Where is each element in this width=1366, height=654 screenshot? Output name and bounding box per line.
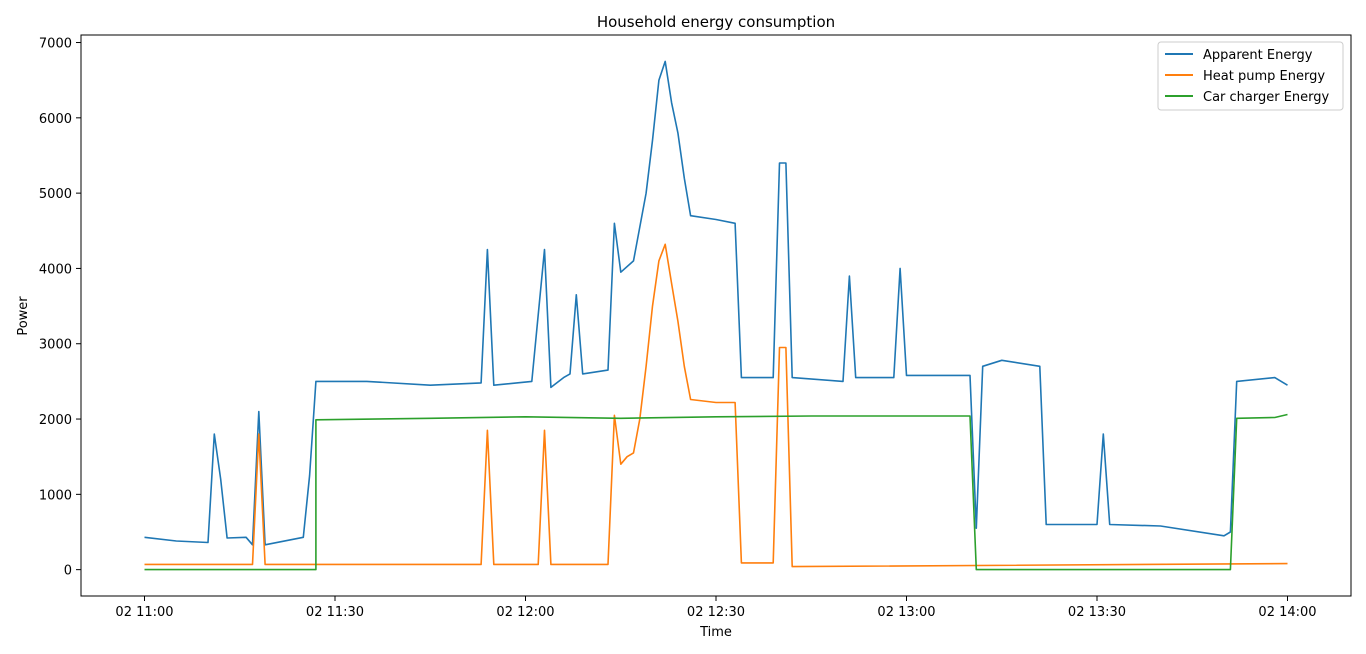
x-axis-label: Time — [699, 625, 732, 640]
x-tick-label: 02 11:30 — [306, 605, 364, 620]
x-tick-label: 02 13:00 — [877, 605, 935, 620]
y-tick-label: 1000 — [39, 488, 72, 503]
x-axis: 02 11:00 02 11:30 02 12:00 02 12:30 02 13:00… — [115, 596, 1317, 620]
x-tick-label: 02 12:00 — [496, 605, 554, 620]
y-tick-label: 6000 — [39, 112, 72, 127]
plot-frame — [80, 34, 1352, 597]
series-layer — [144, 60, 1288, 571]
y-tick-label: 5000 — [39, 187, 72, 202]
series-line-0 — [144, 60, 1288, 546]
y-tick-label: 7000 — [39, 37, 72, 52]
series-line-2 — [144, 413, 1288, 571]
legend: Apparent Energy Heat pump Energy Car charg… — [1157, 41, 1344, 111]
y-tick-label: 4000 — [39, 262, 72, 277]
x-tick-label: 02 14:00 — [1258, 605, 1316, 620]
series-line-1 — [144, 243, 1288, 568]
y-axis-label: Power — [16, 296, 31, 336]
chart-title: Household energy consumption — [597, 13, 835, 31]
y-axis: 0 1000 2000 3000 4000 5000 6000 7000 — [39, 37, 81, 579]
y-tick-label: 0 — [64, 564, 72, 579]
legend-label: Apparent Energy — [1203, 48, 1313, 63]
legend-label: Heat pump Energy — [1203, 69, 1325, 84]
y-tick-label: 2000 — [39, 413, 72, 428]
legend-label: Car charger Energy — [1203, 90, 1330, 105]
legend-box — [1157, 41, 1344, 111]
x-tick-label: 02 13:30 — [1068, 605, 1126, 620]
y-tick-label: 3000 — [39, 338, 72, 353]
x-tick-label: 02 11:00 — [115, 605, 173, 620]
x-tick-label: 02 12:30 — [687, 605, 745, 620]
